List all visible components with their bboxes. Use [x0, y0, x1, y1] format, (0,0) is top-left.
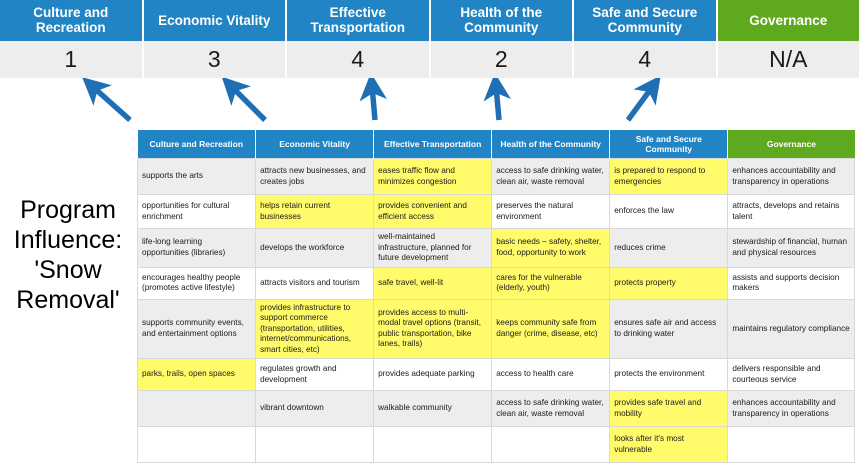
matrix-cell: vibrant downtown — [255, 390, 375, 427]
score-header-culture-and-recreation: Culture and Recreation — [0, 0, 144, 41]
caption-line-3: 'Snow — [34, 256, 102, 284]
matrix-cell: protects the environment — [609, 358, 729, 391]
matrix-cell: develops the workforce — [255, 228, 375, 268]
matrix-cell: opportunities for cultural enrichment — [136, 194, 257, 229]
matrix-header-governance: Governance — [727, 130, 855, 159]
score-header-governance: Governance — [717, 0, 859, 41]
matrix-cell — [136, 390, 257, 427]
matrix-cell: enhances accountability and transparency… — [727, 158, 855, 195]
matrix-header-economic-vitality: Economic Vitality — [255, 130, 375, 159]
caption-line-1: Program — [20, 196, 116, 224]
matrix-cell: ensures safe air and access to drinking … — [609, 298, 729, 359]
arrow-safe-and-secure-community — [625, 78, 661, 122]
arrow-layer — [82, 78, 661, 123]
matrix-cell: attracts, develops and retains talent — [727, 194, 855, 229]
score-value-safe-and-secure-community: 4 — [574, 41, 718, 78]
table-row: looks after it's most vulnerable — [136, 426, 855, 463]
arrow-culture-and-recreation — [82, 78, 132, 123]
matrix-cell: eases traffic flow and minimizes congest… — [373, 158, 493, 195]
score-header-economic-vitality: Economic Vitality — [143, 0, 287, 41]
matrix-cell: attracts visitors and tourism — [255, 266, 375, 300]
matrix-cell: regulates growth and development — [255, 358, 375, 391]
matrix-header-culture-and-recreation: Culture and Recreation — [137, 130, 257, 159]
score-value-row: 1 3 4 2 4 N/A — [0, 41, 859, 78]
matrix-cell: provides convenient and efficient access — [373, 194, 493, 229]
matrix-cell — [373, 426, 493, 463]
score-value-health-of-the-community: 2 — [430, 41, 574, 78]
matrix-cell: provides safe travel and mobility — [609, 390, 729, 427]
score-value-governance: N/A — [717, 41, 859, 78]
matrix-cell — [727, 426, 855, 463]
table-row: life-long learning opportunities (librar… — [136, 228, 855, 268]
matrix-cell: provides adequate parking — [373, 358, 493, 391]
matrix-cell: safe travel, well-lit — [373, 266, 493, 300]
matrix-cell: assists and supports decision makers — [727, 266, 855, 300]
matrix-cell — [136, 426, 257, 463]
matrix-cell: access to health care — [491, 358, 611, 391]
table-row: supports community events, and entertain… — [136, 298, 855, 359]
matrix-cell: helps retain current businesses — [255, 194, 375, 229]
matrix-cell: access to safe drinking water, clean air… — [491, 158, 611, 195]
matrix-cell: enforces the law — [609, 194, 729, 229]
matrix-cell: looks after it's most vulnerable — [609, 426, 729, 463]
arrow-economic-vitality — [221, 78, 267, 122]
matrix-cell: encourages healthy people (promotes acti… — [136, 266, 257, 300]
matrix-cell: parks, trails, open spaces — [136, 358, 257, 391]
matrix-cell: keeps community safe from danger (crime,… — [491, 298, 611, 359]
score-header-safe-and-secure-community: Safe and Secure Community — [574, 0, 718, 41]
score-header-effective-transportation: Effective Transportation — [287, 0, 431, 41]
matrix-header-row: Culture and Recreation Economic Vitality… — [137, 130, 855, 159]
score-value-effective-transportation: 4 — [287, 41, 431, 78]
matrix-cell: enhances accountability and transparency… — [727, 390, 855, 427]
table-row: encourages healthy people (promotes acti… — [136, 266, 855, 300]
matrix-cell: attracts new businesses, and creates job… — [255, 158, 375, 195]
program-influence-caption: Program Influence: 'Snow Removal' — [2, 195, 134, 315]
matrix-cell: supports the arts — [136, 158, 257, 195]
matrix-cell: reduces crime — [609, 228, 729, 268]
matrix-cell: life-long learning opportunities (librar… — [136, 228, 257, 268]
table-row: opportunities for cultural enrichment he… — [136, 194, 855, 229]
matrix-cell: maintains regulatory compliance — [727, 298, 855, 359]
matrix-cell: is prepared to respond to emergencies — [609, 158, 729, 195]
matrix-cell: protects property — [609, 266, 729, 300]
score-value-culture-and-recreation: 1 — [0, 41, 144, 78]
matrix-cell: walkable community — [373, 390, 493, 427]
matrix-cell: provides access to multi-modal travel op… — [373, 298, 493, 359]
matrix-header-safe-and-secure-community: Safe and Secure Community — [609, 130, 729, 159]
table-row: supports the arts attracts new businesse… — [136, 158, 855, 195]
table-row: vibrant downtown walkable community acce… — [136, 390, 855, 427]
outcome-attributes-matrix: Culture and Recreation Economic Vitality… — [136, 130, 855, 463]
caption-line-4: Removal' — [16, 286, 120, 314]
matrix-cell: access to safe drinking water, clean air… — [491, 390, 611, 427]
matrix-cell: well-maintained infrastructure, planned … — [373, 228, 493, 268]
priority-score-table: Culture and Recreation Economic Vitality… — [0, 0, 859, 78]
matrix-cell: supports community events, and entertain… — [136, 298, 257, 359]
score-header-health-of-the-community: Health of the Community — [430, 0, 574, 41]
score-header-row: Culture and Recreation Economic Vitality… — [0, 0, 859, 41]
matrix-cell: basic needs – safety, shelter, food, opp… — [491, 228, 611, 268]
matrix-cell: delivers responsible and courteous servi… — [727, 358, 855, 391]
matrix-cell: stewardship of financial, human and phys… — [727, 228, 855, 268]
matrix-cell — [255, 426, 375, 463]
score-value-economic-vitality: 3 — [143, 41, 287, 78]
arrow-effective-transportation — [359, 78, 387, 121]
table-row: parks, trails, open spaces regulates gro… — [136, 358, 855, 391]
matrix-cell: cares for the vulnerable (elderly, youth… — [491, 266, 611, 300]
matrix-cell — [491, 426, 611, 463]
matrix-cell: provides infrastructure to support comme… — [255, 298, 375, 359]
arrow-health-of-the-community — [483, 78, 511, 121]
matrix-header-health-of-the-community: Health of the Community — [491, 130, 611, 159]
matrix-header-effective-transportation: Effective Transportation — [373, 130, 493, 159]
matrix-cell: preserves the natural environment — [491, 194, 611, 229]
caption-line-2: Influence: — [13, 226, 123, 254]
